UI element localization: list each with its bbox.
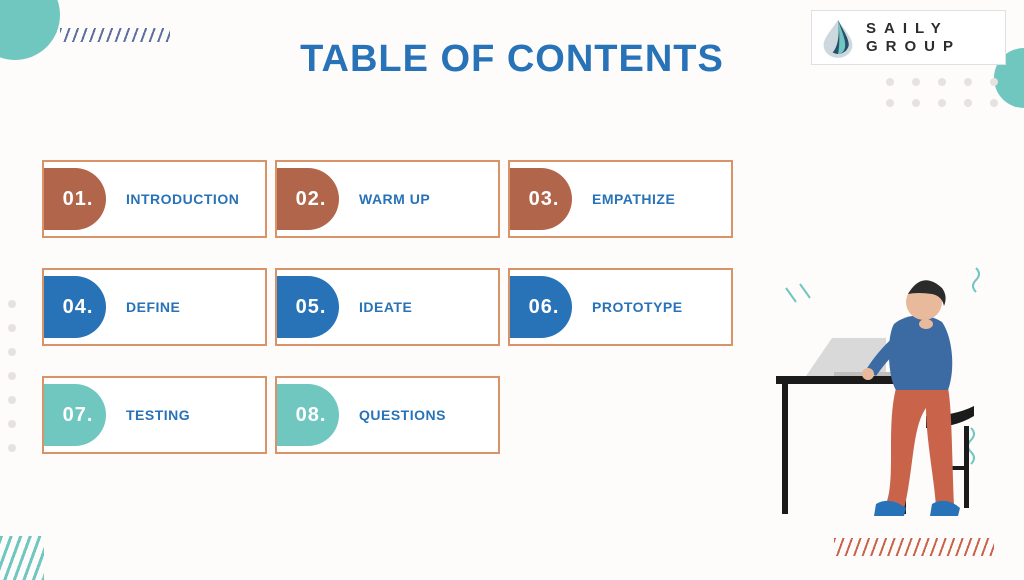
toc-row: 04. DEFINE 05. IDEATE 06. PROTOTYPE (42, 268, 742, 346)
toc-label: WARM UP (359, 191, 430, 207)
brand-logo: SAILY GROUP (811, 10, 1006, 65)
toc-item: 02. WARM UP (275, 160, 500, 238)
toc-item: 01. INTRODUCTION (42, 160, 267, 238)
toc-row: 01. INTRODUCTION 02. WARM UP 03. EMPATHI… (42, 160, 742, 238)
toc-label: QUESTIONS (359, 407, 446, 423)
toc-number: 05. (277, 276, 339, 338)
toc-label: IDEATE (359, 299, 412, 315)
toc-label: DEFINE (126, 299, 180, 315)
decor-hatch-bottom-right (834, 538, 994, 556)
toc-number: 03. (510, 168, 572, 230)
brand-line1: SAILY (866, 20, 961, 38)
toc-row: 07. TESTING 08. QUESTIONS (42, 376, 742, 454)
toc-item: 07. TESTING (42, 376, 267, 454)
toc-label: PROTOTYPE (592, 299, 683, 315)
decor-hatch-bottom-left (0, 536, 44, 580)
toc-number: 04. (44, 276, 106, 338)
decor-dots-left (8, 300, 28, 452)
brand-line2: GROUP (866, 38, 961, 56)
decor-dots-top-right (886, 78, 1006, 110)
toc-number: 07. (44, 384, 106, 446)
toc-number: 01. (44, 168, 106, 230)
toc-number: 08. (277, 384, 339, 446)
toc-number: 02. (277, 168, 339, 230)
toc-number: 06. (510, 276, 572, 338)
toc-label: TESTING (126, 407, 190, 423)
toc-item: 03. EMPATHIZE (508, 160, 733, 238)
toc-label: EMPATHIZE (592, 191, 675, 207)
toc-item: 08. QUESTIONS (275, 376, 500, 454)
decor-hatch-top-left (60, 28, 170, 42)
toc-item: 06. PROTOTYPE (508, 268, 733, 346)
toc-label: INTRODUCTION (126, 191, 239, 207)
toc-item: 05. IDEATE (275, 268, 500, 346)
drop-icon (820, 18, 856, 58)
person-at-desk-illustration (776, 228, 996, 528)
toc-grid: 01. INTRODUCTION 02. WARM UP 03. EMPATHI… (42, 160, 742, 454)
toc-item: 04. DEFINE (42, 268, 267, 346)
